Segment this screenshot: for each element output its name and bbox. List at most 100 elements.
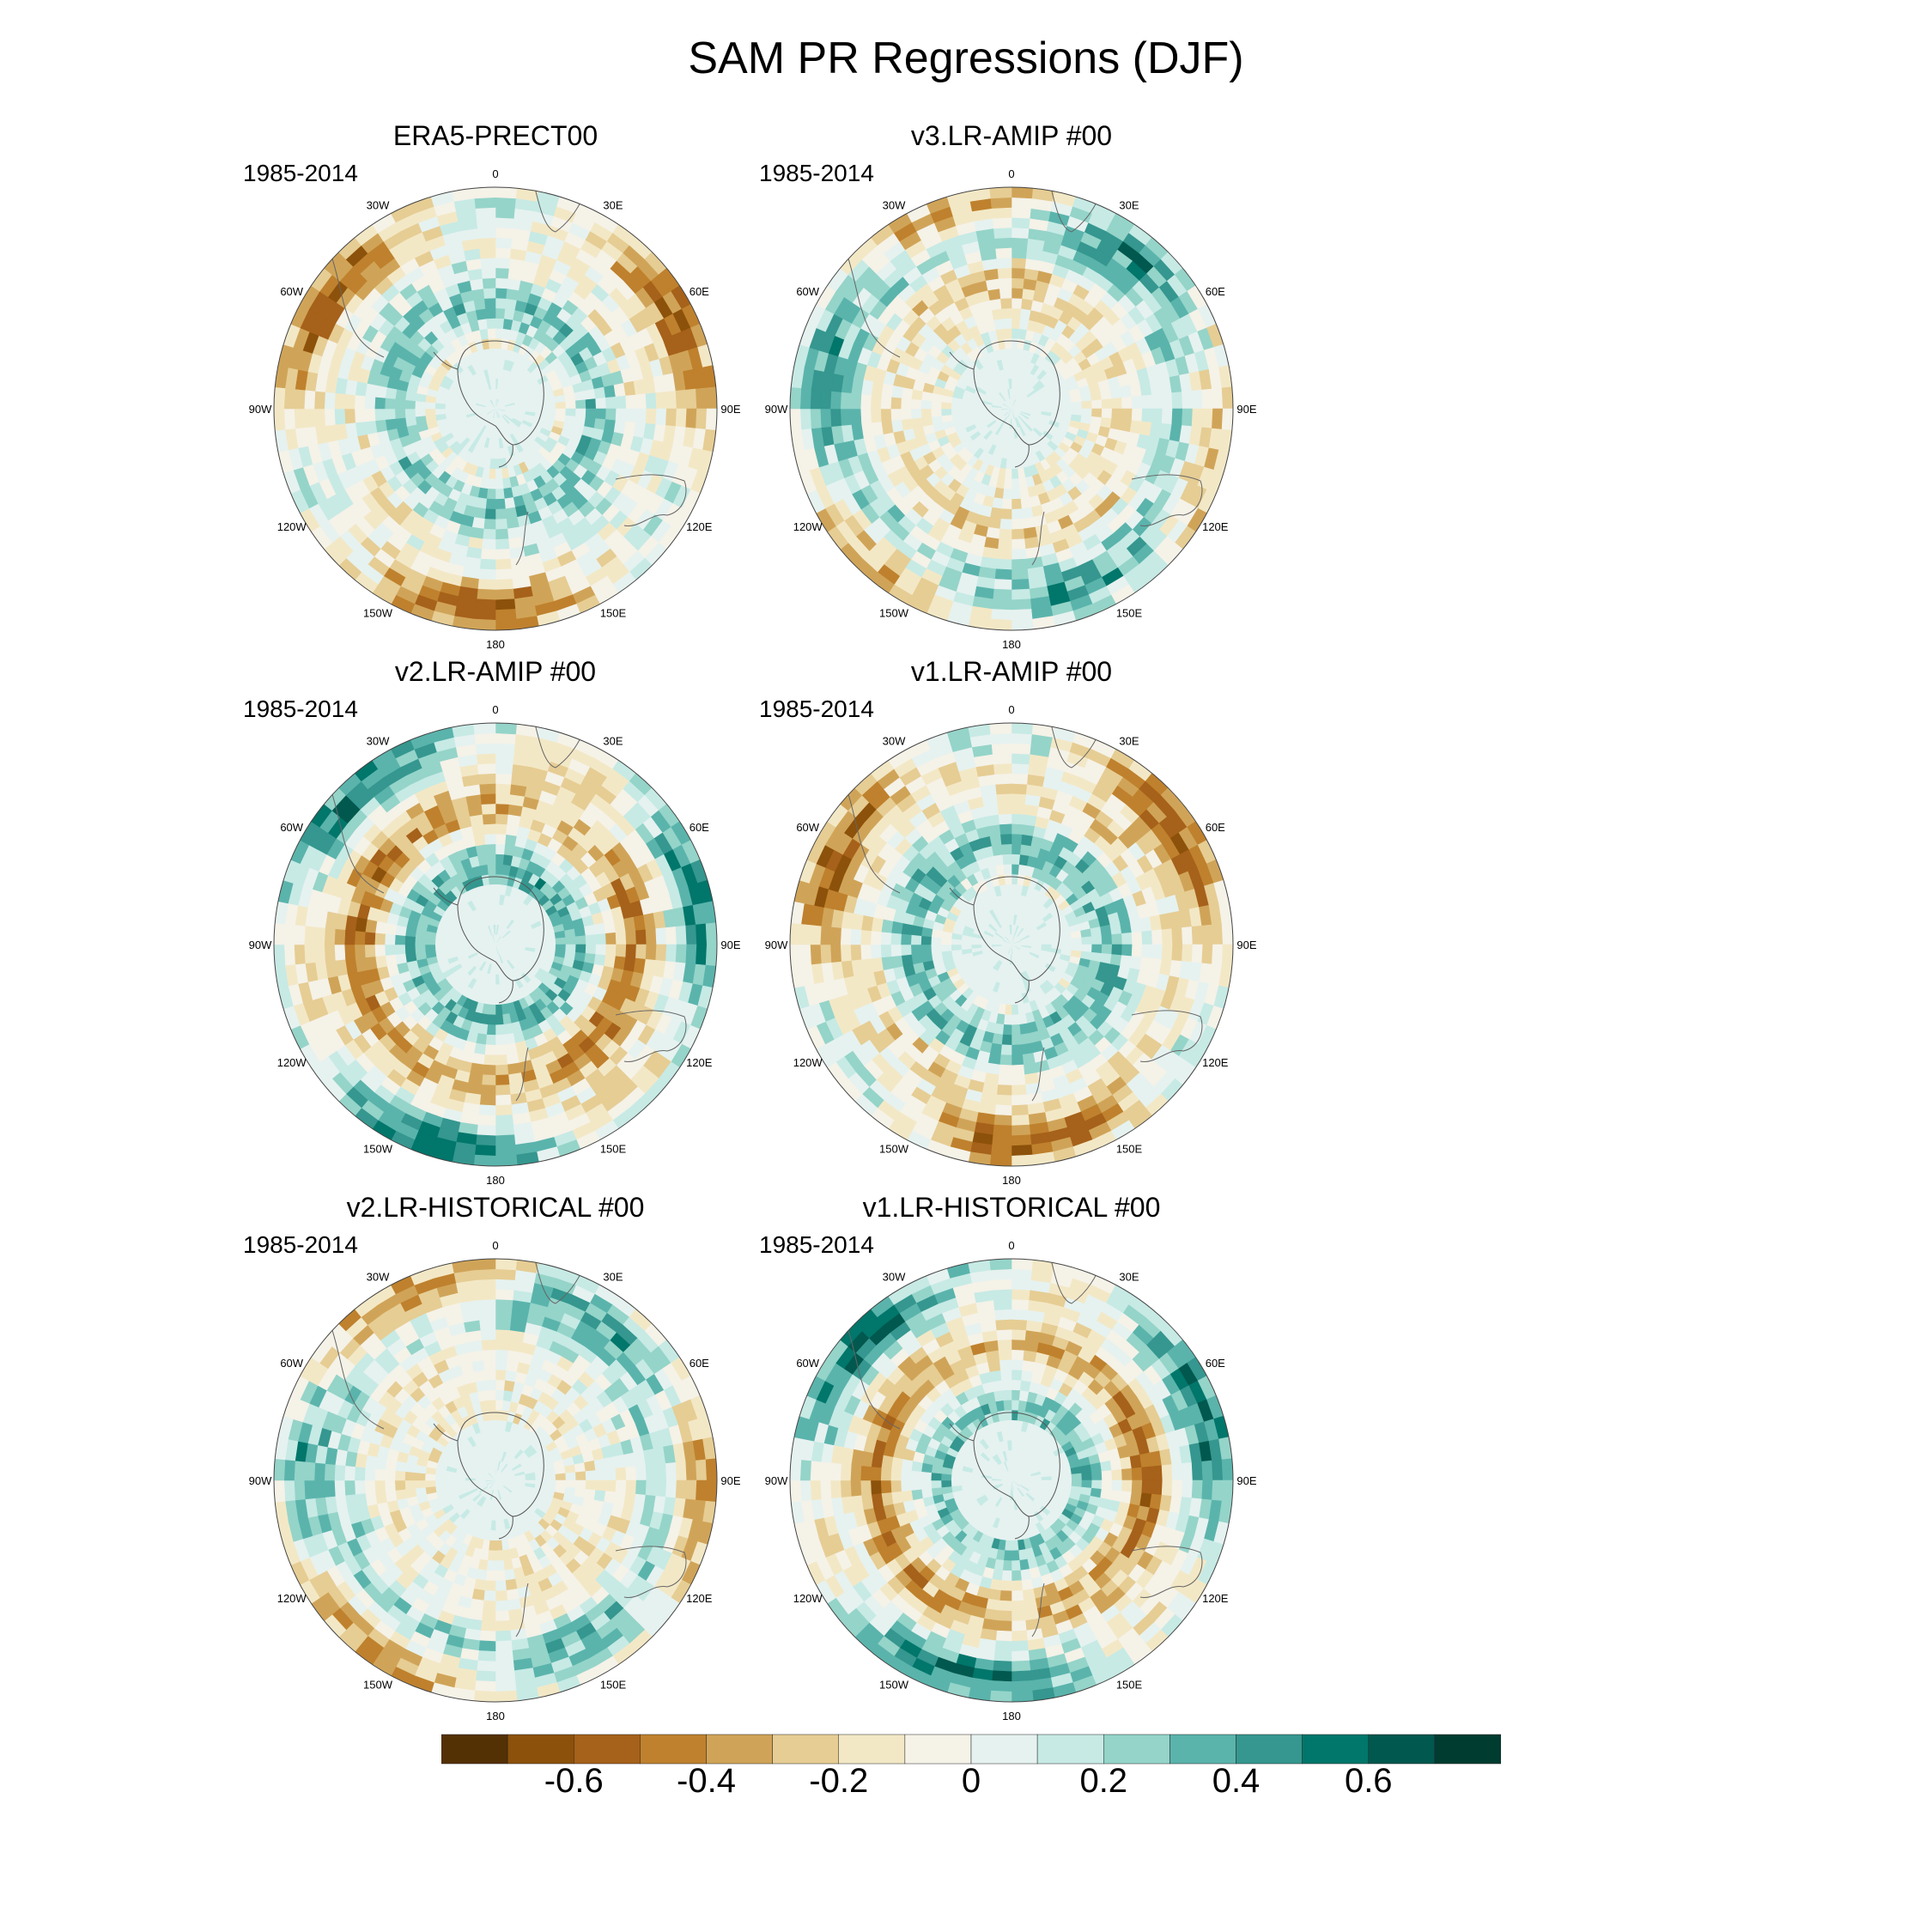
antarctica-coastline <box>949 340 1060 468</box>
longitude-label: 120E <box>1202 520 1229 533</box>
panel-era5: ERA5-PRECT00 1985-2014 0 30E 60E 90E 120E 150E 1… <box>229 120 762 651</box>
colorbar-segment <box>904 1734 972 1765</box>
continent-coastlines <box>316 187 687 566</box>
longitude-label: 60E <box>1206 1357 1225 1370</box>
longitude-label: 150E <box>1116 1142 1143 1155</box>
longitude-label: 180 <box>1002 1174 1021 1187</box>
longitude-label: 150W <box>879 1678 909 1691</box>
panel-period: 1985-2014 <box>243 1231 358 1258</box>
panel-v1hist: v1.LR-HISTORICAL #00 1985-2014 0 30E 60E 90E 1… <box>745 1192 1278 1722</box>
longitude-label: 30E <box>603 199 623 212</box>
colorbar-tick-label: 0.6 <box>1344 1762 1393 1800</box>
longitude-label: 30E <box>1119 735 1139 748</box>
panel-period: 1985-2014 <box>243 160 358 186</box>
longitude-label: 120W <box>793 520 823 533</box>
longitude-label: 0 <box>1008 1239 1014 1252</box>
longitude-label: 60W <box>796 285 819 298</box>
panel-v3amip: v3.LR-AMIP #00 1985-2014 0 30E 60E 90E 120E 150… <box>745 120 1278 651</box>
panel-title: v2.LR-AMIP #00 <box>394 656 597 687</box>
colorbar-segment <box>574 1734 641 1765</box>
antarctica-coastline <box>433 876 544 1004</box>
map-boundary <box>789 186 1234 631</box>
precip-regression-field <box>274 187 717 630</box>
colorbar-tick-label: -0.2 <box>809 1762 869 1800</box>
colorbar-segment <box>1236 1734 1303 1765</box>
panel-title: v3.LR-AMIP #00 <box>910 120 1113 151</box>
longitude-label: 30E <box>1119 1271 1139 1284</box>
colorbar <box>441 1734 1501 1765</box>
longitude-label: 120E <box>686 520 713 533</box>
longitude-label: 150W <box>363 1678 393 1691</box>
panel-period: 1985-2014 <box>759 160 874 186</box>
longitude-label: 120E <box>1202 1592 1229 1605</box>
continent-coastlines <box>316 1259 687 1637</box>
colorbar-segment <box>1170 1734 1236 1765</box>
longitude-label: 150E <box>1116 1678 1143 1691</box>
polar-map: 0 30E 60E 90E 120E 150E 180 150W 120W 90W 60W 30W <box>765 1239 1257 1722</box>
polar-map: 0 30E 60E 90E 120E 150E 180 150W 120W 90W 60W 30W <box>765 167 1257 651</box>
longitude-label: 30W <box>883 199 906 212</box>
longitude-label: 180 <box>486 1174 505 1187</box>
longitude-label: 0 <box>492 1239 498 1252</box>
longitude-label: 120E <box>1202 1056 1229 1069</box>
continent-coastlines <box>316 723 687 1102</box>
colorbar-tick-label: 0.4 <box>1212 1762 1261 1800</box>
precip-regression-field <box>790 723 1233 1166</box>
longitude-label: 120W <box>277 520 307 533</box>
longitude-label: 60W <box>796 821 819 834</box>
precip-regression-field <box>790 187 1233 630</box>
longitude-label: 150W <box>879 1142 909 1155</box>
longitude-label: 30W <box>883 735 906 748</box>
panel-title: ERA5-PRECT00 <box>392 120 598 151</box>
precip-regression-field <box>274 723 717 1166</box>
colorbar-segment <box>838 1734 906 1765</box>
longitude-label: 90E <box>720 403 740 416</box>
map-boundary <box>273 186 718 631</box>
panel-period: 1985-2014 <box>243 696 358 722</box>
longitude-label: 90W <box>249 1474 272 1487</box>
colorbar-segment <box>1103 1734 1170 1765</box>
colorbar-segment <box>507 1734 574 1765</box>
longitude-label: 150W <box>363 1142 393 1155</box>
panel-title: v1.LR-AMIP #00 <box>910 656 1113 687</box>
longitude-label: 60W <box>280 1357 303 1370</box>
longitude-label: 90W <box>765 939 788 951</box>
colorbar-segment <box>1434 1734 1501 1765</box>
longitude-label: 30E <box>603 1271 623 1284</box>
longitude-label: 120W <box>793 1592 823 1605</box>
longitude-label: 90W <box>249 403 272 416</box>
longitude-label: 90E <box>1236 403 1256 416</box>
colorbar-segment <box>1036 1734 1104 1765</box>
map-boundary <box>789 1258 1234 1703</box>
panel-v2hist: v2.LR-HISTORICAL #00 1985-2014 0 30E 60E 90E 1… <box>229 1192 762 1722</box>
precip-regression-field <box>274 1259 717 1702</box>
colorbar-segment <box>1302 1734 1369 1765</box>
longitude-label: 60E <box>690 821 709 834</box>
precip-regression-field <box>790 1259 1233 1702</box>
antarctica-coastline <box>433 1412 544 1540</box>
longitude-label: 0 <box>492 167 498 180</box>
antarctica-coastline <box>433 340 544 468</box>
panel-period: 1985-2014 <box>759 1231 874 1258</box>
longitude-label: 180 <box>1002 1710 1021 1722</box>
colorbar-segment <box>772 1734 839 1765</box>
longitude-label: 90W <box>765 403 788 416</box>
longitude-label: 120E <box>686 1056 713 1069</box>
longitude-label: 90E <box>1236 939 1256 951</box>
map-boundary <box>789 722 1234 1167</box>
panel-v2amip: v2.LR-AMIP #00 1985-2014 0 30E 60E 90E 120E 150… <box>229 656 762 1187</box>
map-boundary <box>273 1258 718 1703</box>
polar-map: 0 30E 60E 90E 120E 150E 180 150W 120W 90W 60W 30W <box>249 1239 741 1722</box>
figure-title: SAM PR Regressions (DJF) <box>688 33 1244 83</box>
panel-title: v2.LR-HISTORICAL #00 <box>346 1192 645 1223</box>
colorbar-tick-label: 0 <box>961 1762 981 1800</box>
longitude-label: 90E <box>1236 1474 1256 1487</box>
continent-coastlines <box>832 723 1203 1102</box>
longitude-label: 150E <box>600 1142 627 1155</box>
longitude-label: 30W <box>367 1271 390 1284</box>
longitude-label: 30E <box>1119 199 1139 212</box>
longitude-label: 60W <box>796 1357 819 1370</box>
colorbar-segment <box>441 1734 508 1765</box>
colorbar-tick-label: 0.2 <box>1079 1762 1128 1800</box>
longitude-label: 120W <box>277 1592 307 1605</box>
